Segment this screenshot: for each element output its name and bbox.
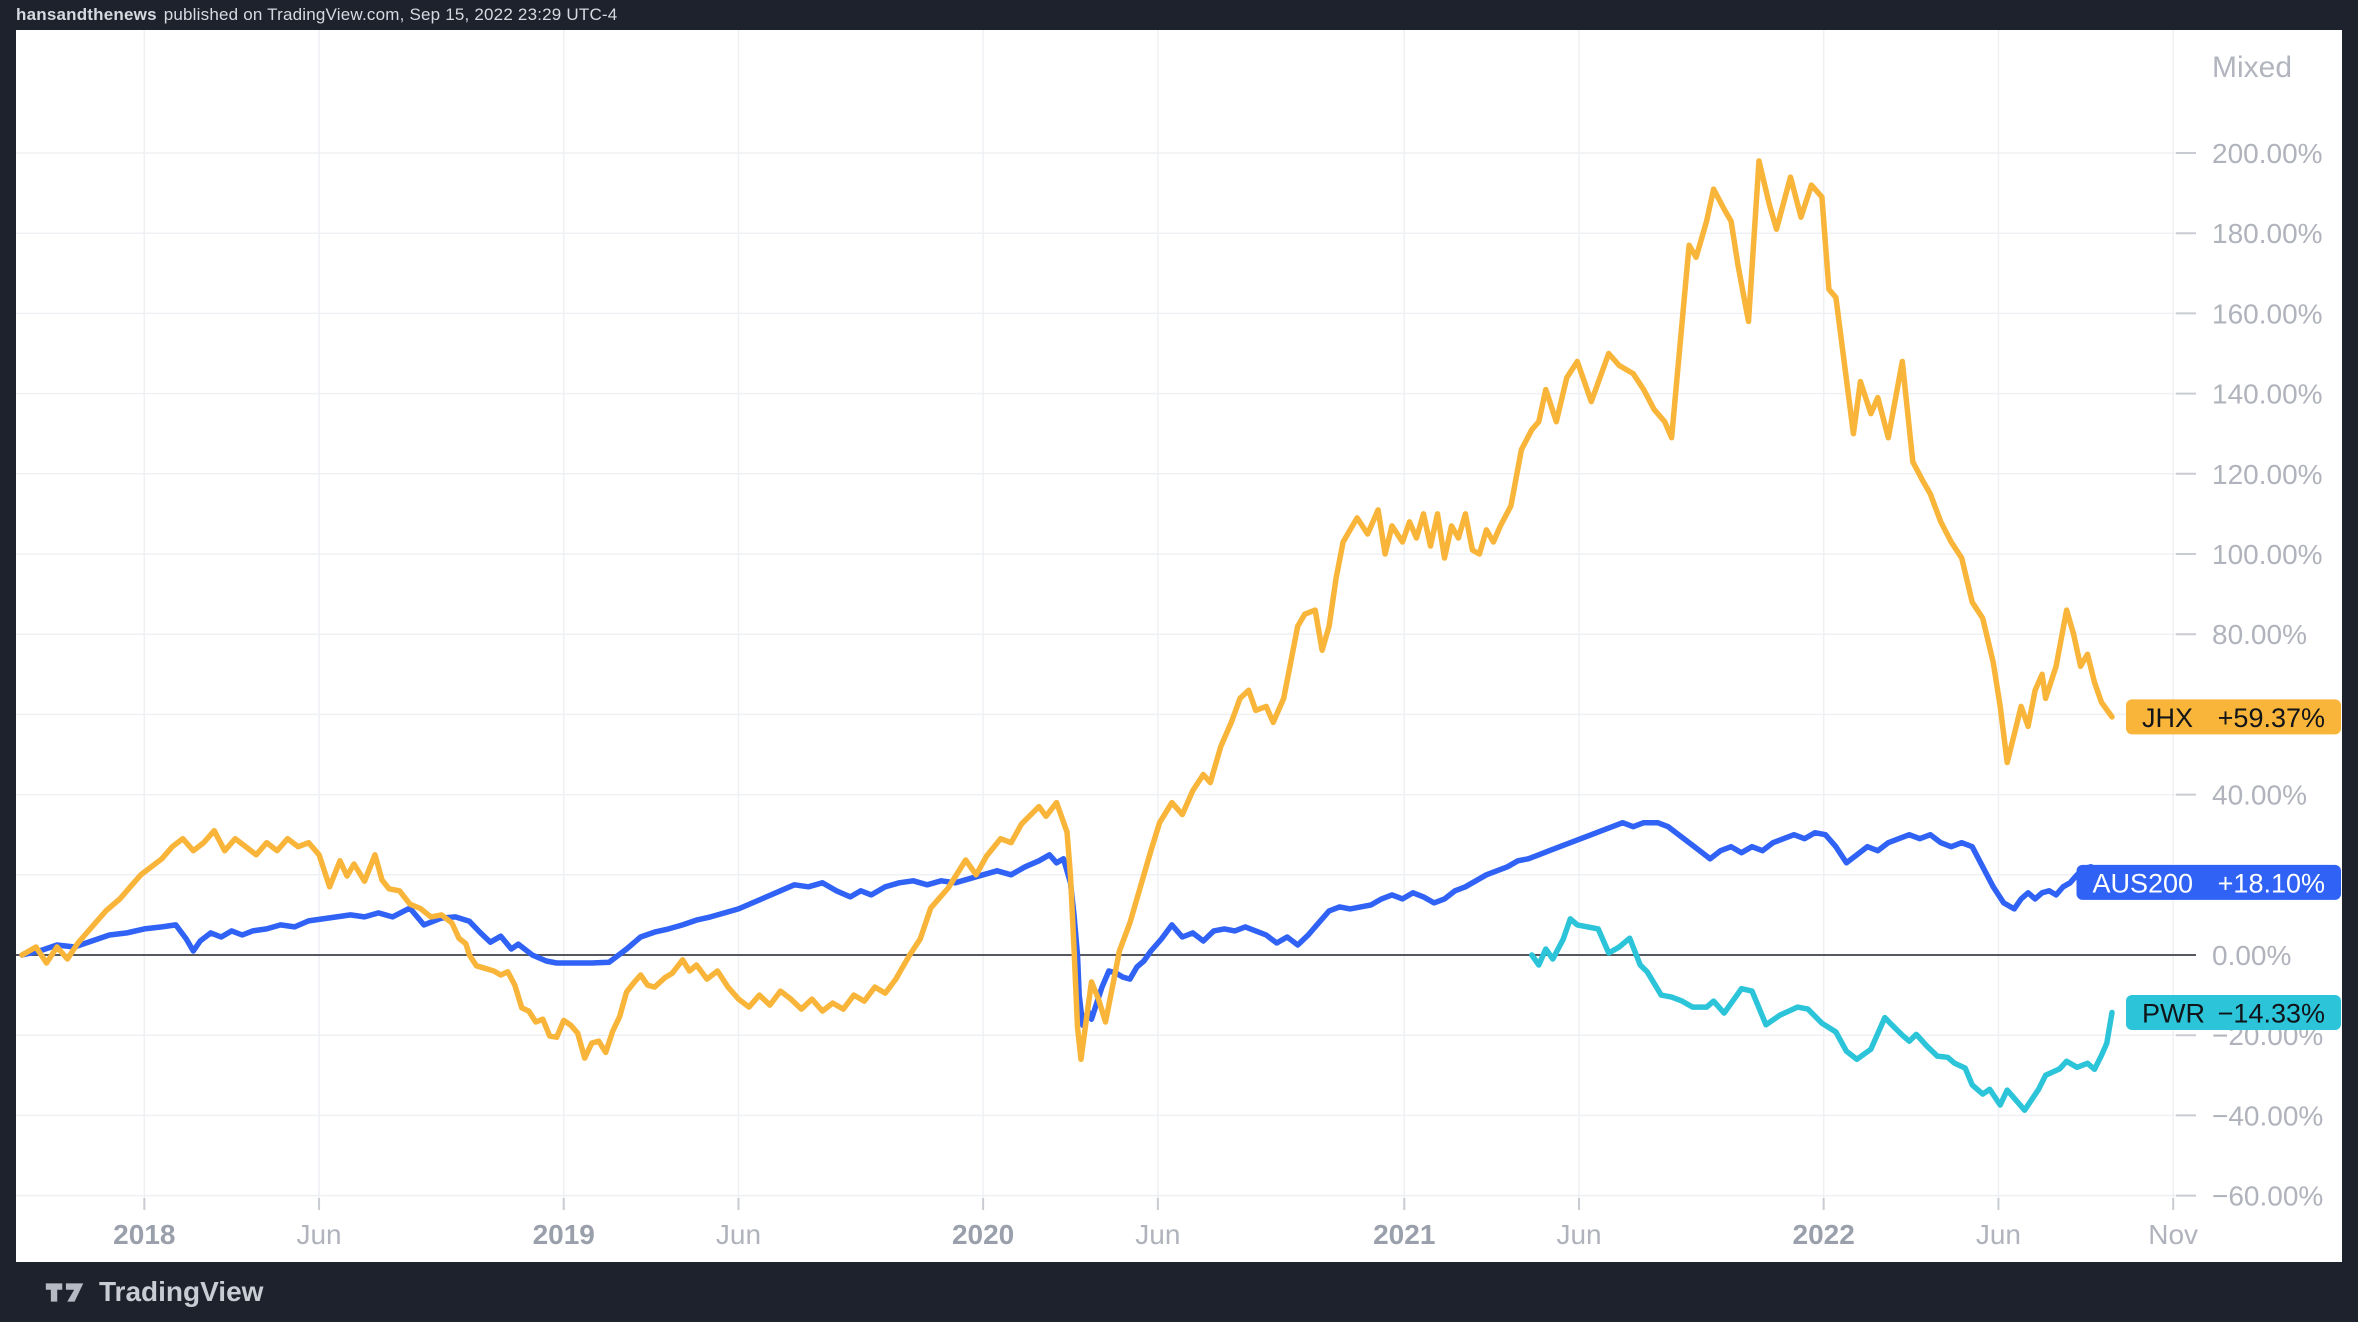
chart-canvas[interactable]: 2018 Jun 2019 Jun 2020 Jun 2021 Jun 2022 Jun Nov 20… [16, 30, 2342, 1262]
time-axis-label[interactable]: Jun [716, 1219, 761, 1250]
time-axis-label[interactable]: 2021 [1373, 1219, 1435, 1250]
price-axis-label[interactable]: −60.00% [2212, 1181, 2323, 1212]
scale-mode-watermark[interactable]: Mixed [2212, 51, 2292, 84]
publisher-username: hansandthenews [16, 5, 157, 24]
chart-panel: 2018 Jun 2019 Jun 2020 Jun 2021 Jun 2022 Jun Nov 20… [16, 30, 2342, 1262]
badge-symbol: PWR [2142, 998, 2205, 1028]
time-axis-label[interactable]: Jun [1976, 1219, 2021, 1250]
price-badge-jhx[interactable]: JHX +59.37% [2126, 699, 2341, 735]
price-axis-label[interactable]: 40.00% [2212, 780, 2307, 811]
time-axis-label[interactable]: Jun [296, 1219, 341, 1250]
price-axis-label[interactable]: 120.00% [2212, 459, 2323, 490]
badge-value: −14.33% [2218, 998, 2325, 1028]
time-axis-label[interactable]: 2018 [113, 1219, 175, 1250]
price-axis-label[interactable]: 180.00% [2212, 218, 2323, 249]
tradingview-logo-icon[interactable] [44, 1278, 86, 1307]
price-axis-label[interactable]: 0.00% [2212, 940, 2291, 971]
price-axis-label[interactable]: 100.00% [2212, 539, 2323, 570]
time-axis-label[interactable]: 2020 [952, 1219, 1014, 1250]
price-badge-pwr[interactable]: PWR −14.33% [2126, 994, 2341, 1030]
time-axis-label[interactable]: 2019 [533, 1219, 595, 1250]
badge-symbol: JHX [2142, 703, 2193, 733]
series-line-aus200[interactable] [19, 819, 2115, 1028]
publish-info: published on TradingView.com, Sep 15, 20… [163, 5, 618, 24]
badge-value: +18.10% [2218, 868, 2325, 898]
price-axis-label[interactable]: −40.00% [2212, 1100, 2323, 1131]
time-axis-label[interactable]: Jun [1556, 1219, 1601, 1250]
time-axis-label[interactable]: Nov [2148, 1219, 2198, 1250]
time-axis-label[interactable]: 2022 [1793, 1219, 1855, 1250]
badge-value: +59.37% [2218, 703, 2325, 733]
time-axis-label[interactable]: Jun [1135, 1219, 1180, 1250]
price-badge-aus200[interactable]: AUS200 +18.10% [2076, 864, 2342, 900]
price-axis-label[interactable]: 80.00% [2212, 619, 2307, 650]
price-axis-label[interactable]: 140.00% [2212, 379, 2323, 410]
snapshot-footer: TradingView [0, 1262, 2358, 1322]
badge-symbol: AUS200 [2093, 868, 2194, 898]
brand-name: TradingView [99, 1276, 264, 1307]
snapshot-header: hansandthenews published on TradingView.… [0, 0, 2358, 30]
price-axis-label[interactable]: 160.00% [2212, 298, 2323, 329]
series-line-jhx[interactable] [19, 158, 2115, 1063]
series-line-pwr[interactable] [1529, 916, 2115, 1113]
price-axis-label[interactable]: 200.00% [2212, 138, 2323, 169]
